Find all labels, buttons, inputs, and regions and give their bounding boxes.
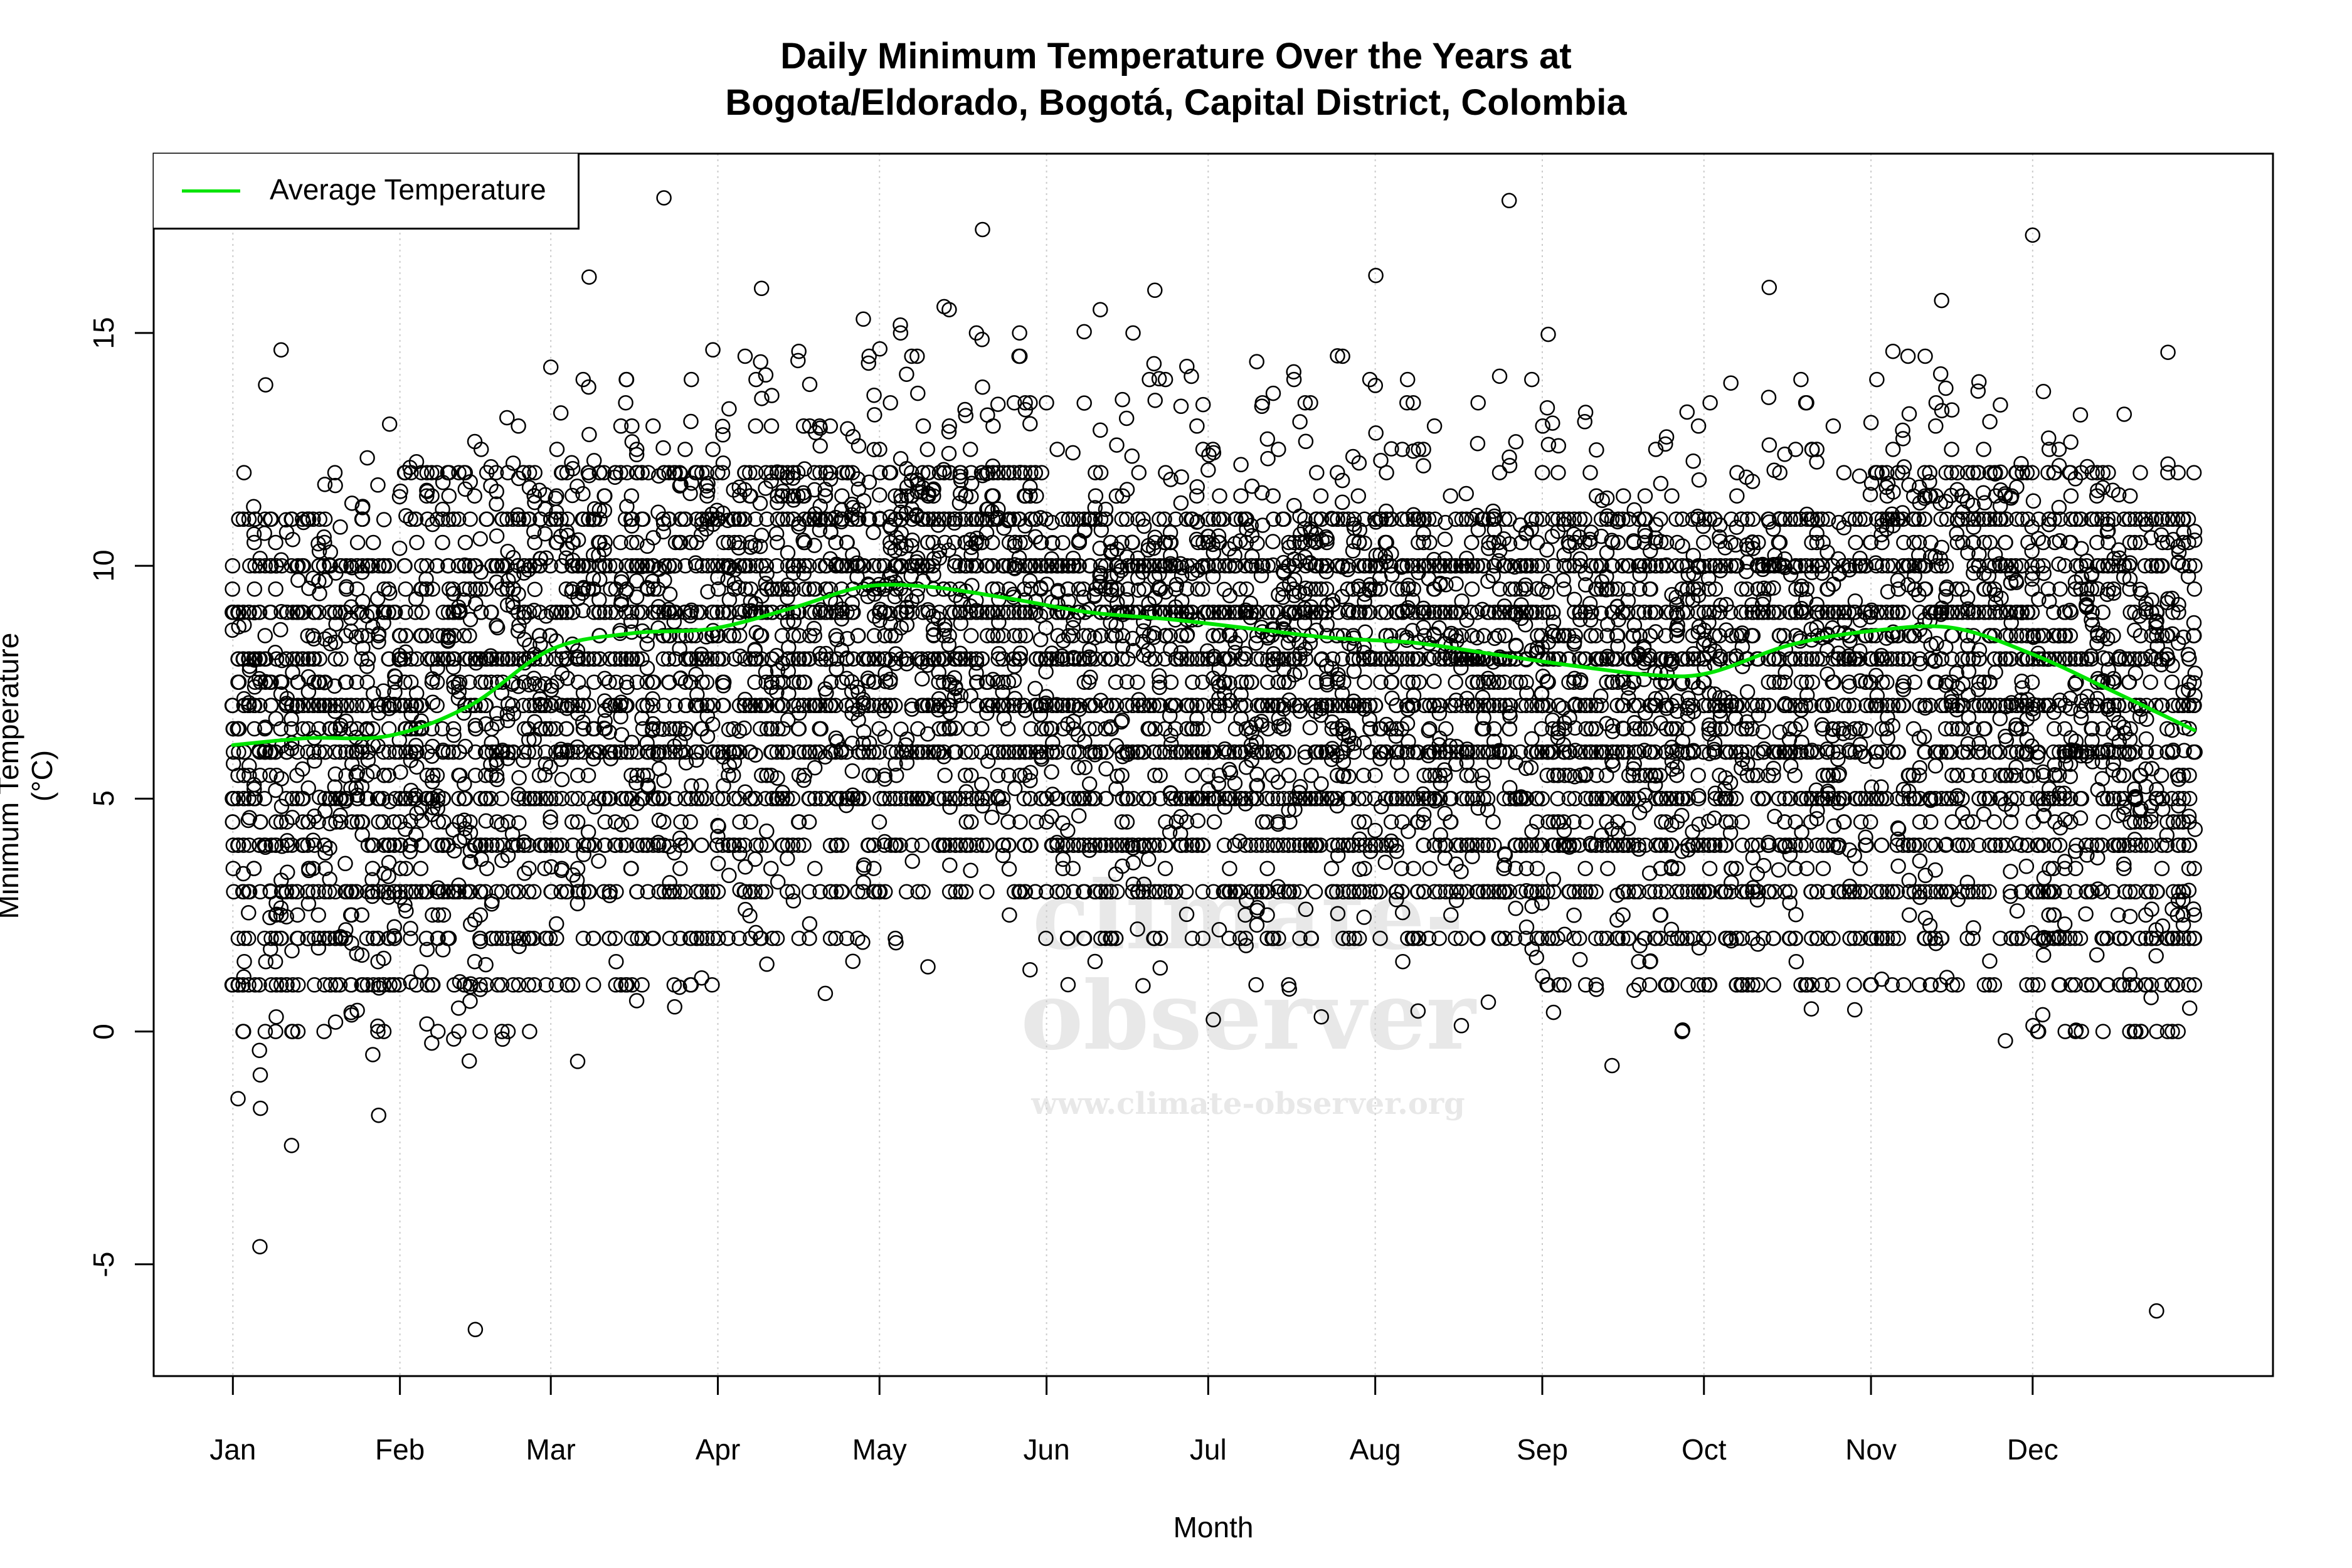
x-tick-label-aug: Aug — [1349, 1433, 1401, 1466]
y-tick-label: 5 — [87, 790, 120, 807]
watermark: climate-observer www.climate-observer.or… — [840, 866, 1656, 1123]
y-axis-label: Minimum Temperature (°C) — [0, 632, 58, 919]
y-tick-label: -5 — [87, 1251, 120, 1278]
x-tick-label-may: May — [852, 1433, 907, 1466]
legend: Average Temperature — [154, 154, 580, 230]
scatter-points — [224, 190, 2203, 1338]
x-axis-label: Month — [1173, 1511, 1254, 1544]
watermark-url-text: www.climate-observer.org — [1031, 1086, 1465, 1121]
x-tick-label-jun: Jun — [1023, 1433, 1070, 1466]
legend-line-swatch-icon — [182, 189, 240, 193]
y-axis-ticks — [135, 332, 154, 1266]
x-tick-label-mar: Mar — [526, 1433, 576, 1466]
chart-title-line-1: Daily Minimum Temperature Over the Years… — [780, 36, 1572, 77]
x-tick-label-jan: Jan — [209, 1433, 257, 1466]
watermark-main-text: climate-observer — [1020, 861, 1476, 1071]
plot-frame — [152, 152, 2274, 1377]
legend-label: Average Temperature — [270, 173, 546, 206]
x-tick-label-feb: Feb — [374, 1433, 425, 1466]
y-tick-label: 10 — [87, 549, 120, 582]
x-tick-label-sep: Sep — [1517, 1433, 1568, 1466]
x-tick-label-apr: Apr — [695, 1433, 741, 1466]
x-axis-ticks — [231, 1376, 2034, 1395]
x-tick-label-oct: Oct — [1681, 1433, 1727, 1466]
x-tick-label-jul: Jul — [1189, 1433, 1227, 1466]
chart-title-line-2: Bogota/Eldorado, Bogotá, Capital Distric… — [725, 82, 1627, 123]
y-tick-label: 0 — [87, 1023, 120, 1040]
average-temperature-line — [231, 583, 2196, 747]
x-tick-label-dec: Dec — [2006, 1433, 2058, 1466]
x-tick-label-nov: Nov — [1845, 1433, 1897, 1466]
y-tick-label: 15 — [87, 317, 120, 349]
